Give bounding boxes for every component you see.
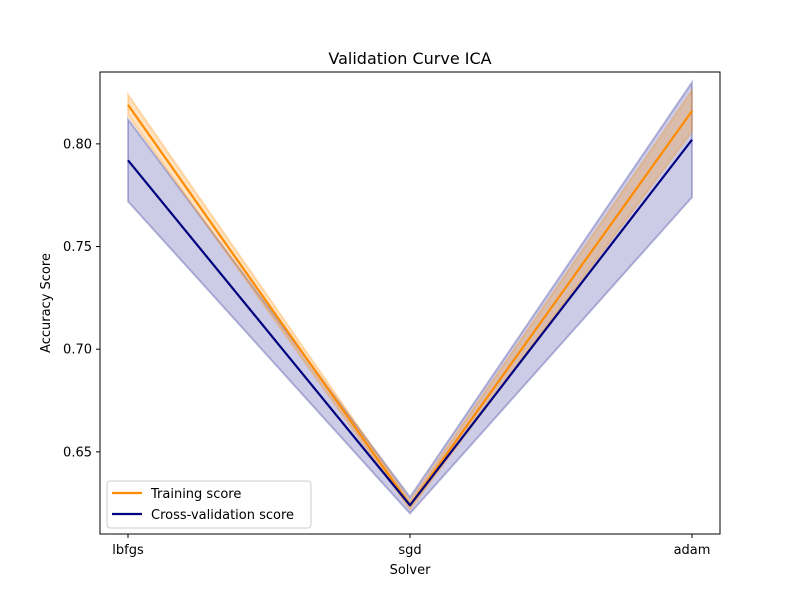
- y-axis-ticks: 0.65 0.70 0.75 0.80: [63, 137, 100, 460]
- legend: Training score Cross-validation score: [106, 480, 312, 529]
- x-tick-label: sgd: [398, 543, 421, 558]
- x-tick-label: adam: [674, 543, 711, 558]
- legend-label-cross-validation: Cross-validation score: [151, 508, 294, 523]
- y-tick-label: 0.80: [63, 137, 92, 152]
- line-cross-validation: [127, 139, 693, 507]
- x-axis-ticks: lbfgs sgd adam: [112, 534, 710, 558]
- series-lines: [127, 104, 693, 507]
- legend-label-training: Training score: [150, 487, 241, 502]
- y-axis-label: Accuracy Score: [39, 253, 54, 353]
- x-tick-label: lbfgs: [112, 543, 144, 558]
- plot-frame: [99, 71, 721, 535]
- y-tick-label: 0.65: [63, 445, 92, 460]
- y-tick-label: 0.75: [63, 240, 92, 255]
- band-training: [127, 87, 693, 512]
- confidence-bands: [127, 79, 693, 515]
- y-tick-label: 0.70: [63, 343, 92, 358]
- line-training: [127, 104, 693, 507]
- chart-title: Validation Curve ICA: [328, 49, 491, 68]
- x-axis-label: Solver: [390, 563, 432, 578]
- legend-box: [106, 480, 312, 529]
- band-cross-validation: [127, 79, 693, 515]
